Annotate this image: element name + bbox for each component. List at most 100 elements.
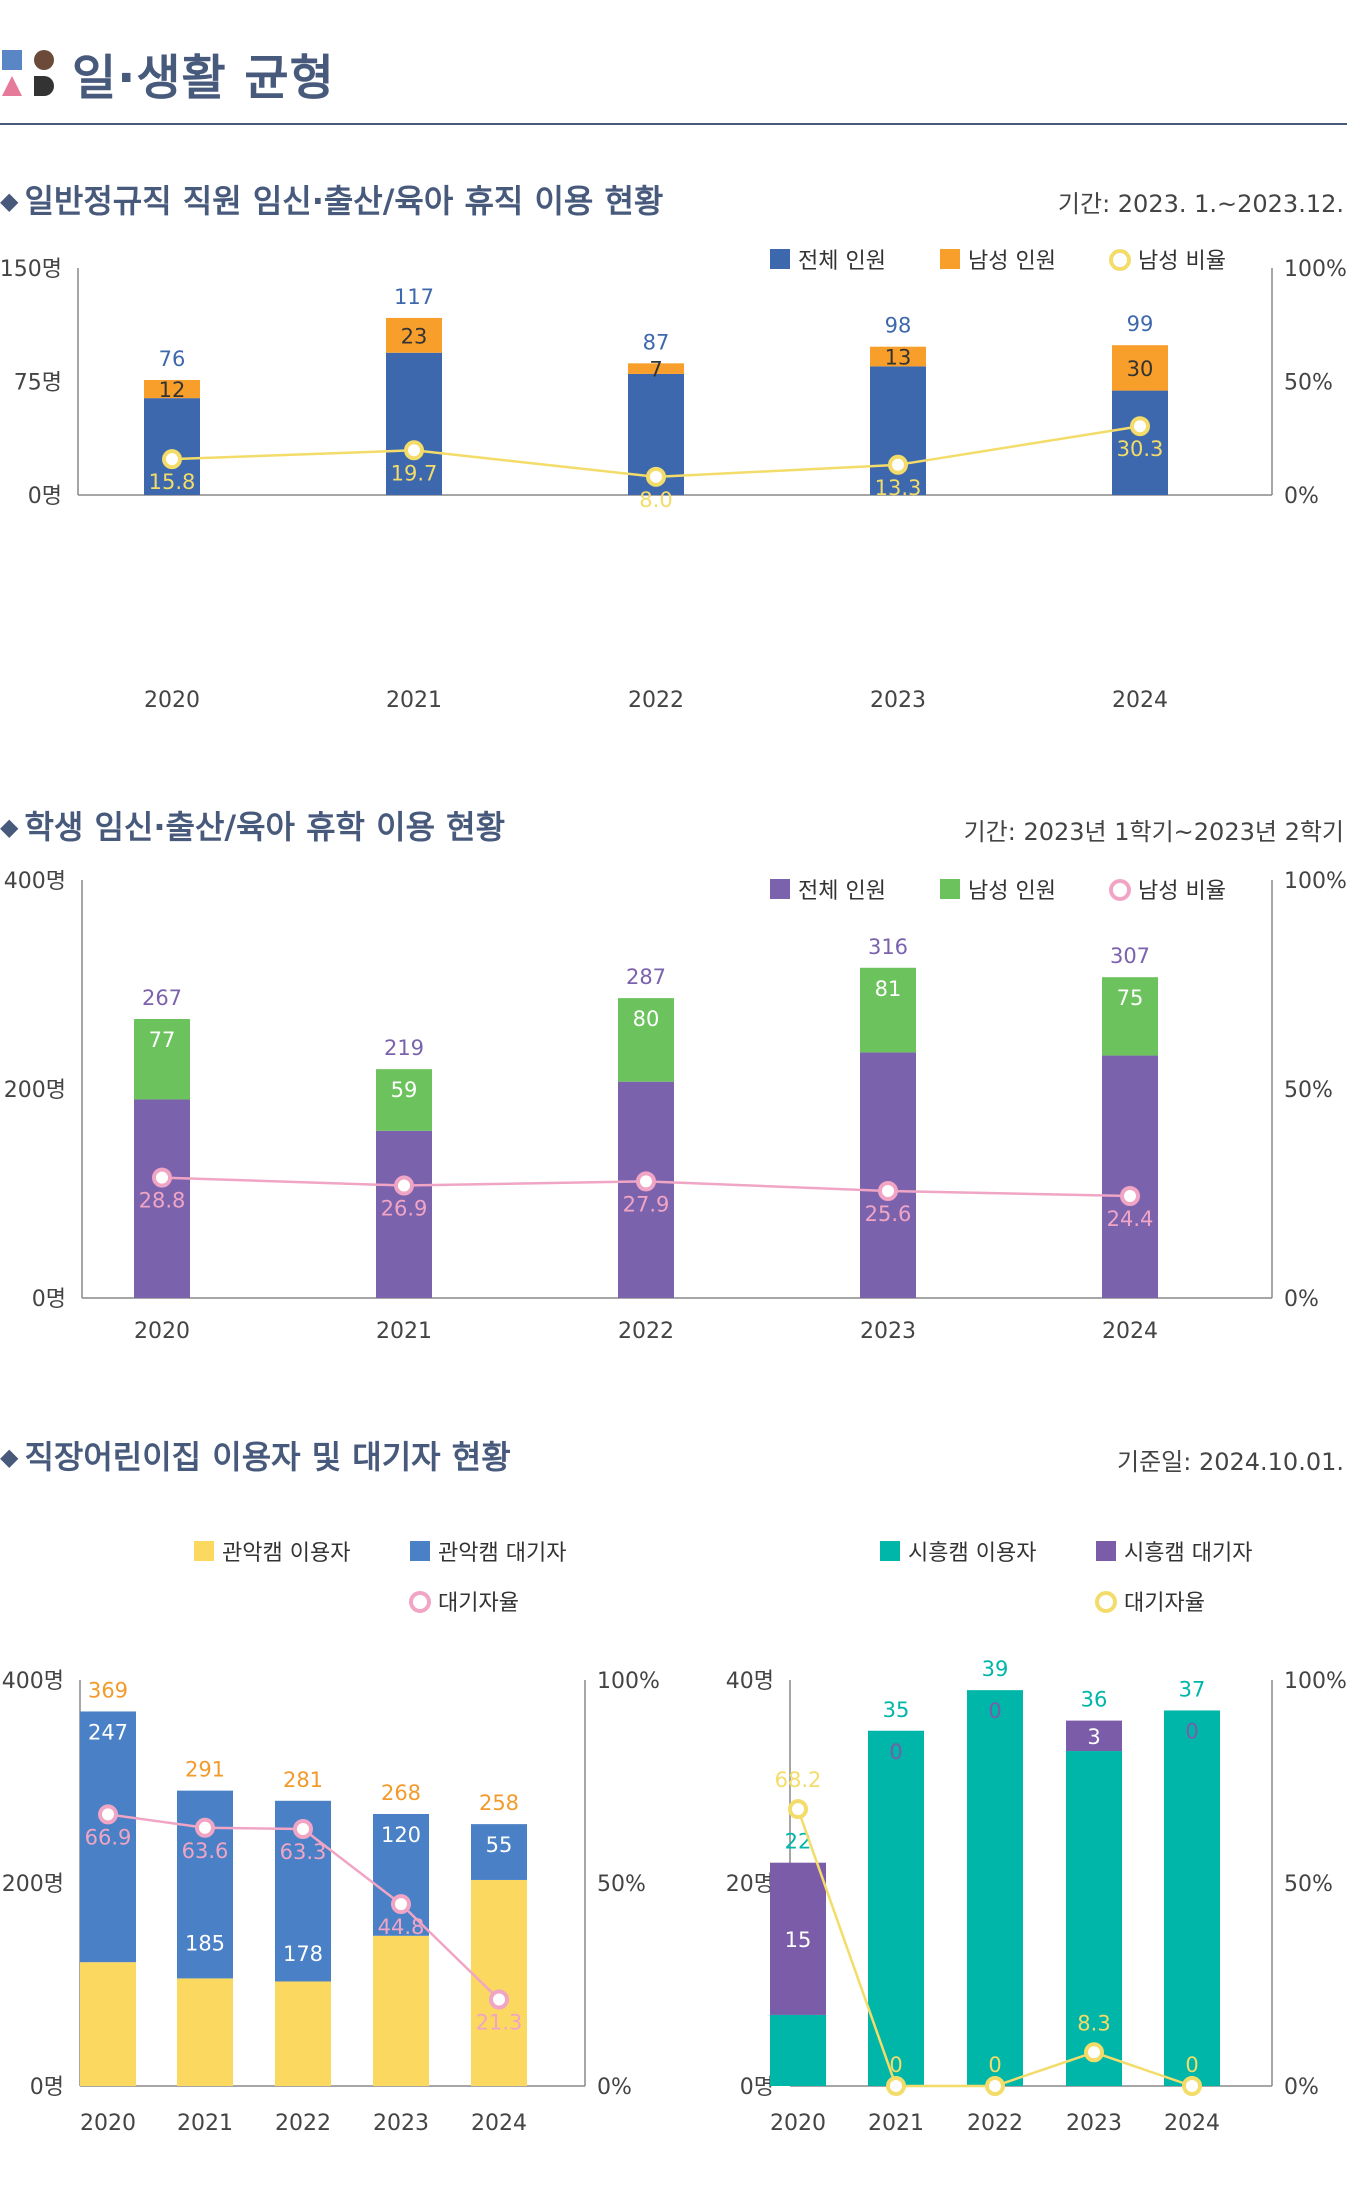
bar-male-segment — [618, 998, 674, 1082]
legend-label: 시흥캠 이용자 — [908, 1541, 1036, 1566]
ratio-point-label: 25.6 — [865, 1202, 912, 1226]
section-title-daycare: ◆ 직장어린이집 이용자 및 대기자 현황 — [0, 1432, 511, 1478]
y-tick-label-right: 0% — [1284, 2075, 1319, 2100]
bar-total-segment — [860, 1052, 916, 1298]
bar-total-label: 98 — [885, 314, 912, 338]
bar-total-label: 87 — [643, 330, 670, 354]
bar-male-label: 13 — [885, 346, 912, 370]
y-tick-label-left: 0명 — [30, 2075, 64, 2100]
bar-male-label: 7 — [649, 358, 662, 382]
bar-user-segment — [1066, 1751, 1122, 2086]
bar-total-label: 281 — [283, 1768, 323, 1792]
y-tick-label-left: 200명 — [4, 1078, 66, 1103]
legend-swatch-line — [1109, 249, 1131, 271]
ratio-point — [1130, 416, 1150, 437]
chart-siheung-daycare: 0명20명40명0%50%100%22152020350202139020223… — [726, 1541, 1347, 2136]
legend-label: 남성 비율 — [1138, 879, 1226, 904]
ratio-point-label: 8.3 — [1077, 2011, 1110, 2035]
x-tick-label: 2024 — [1164, 2111, 1220, 2136]
bar-male-segment — [860, 967, 916, 1053]
legend-swatch — [940, 249, 960, 269]
bar-male-segment — [870, 346, 926, 367]
x-tick-label: 2021 — [868, 2111, 924, 2136]
ratio-point-label: 0 — [1185, 2053, 1198, 2077]
ratio-point — [404, 440, 424, 461]
chart-student-leave: 0명 200명 400명 0% 50% 100% 267 77 2020 219 59 2021 287… — [4, 870, 1347, 1344]
x-tick-label: 2020 — [80, 2111, 136, 2136]
logo-half-circle — [34, 76, 54, 96]
ratio-point-label: 28.8 — [139, 1189, 186, 1213]
page-header: 일·생활 균형 — [0, 0, 1350, 126]
legend-swatch — [940, 879, 960, 899]
bar-waiting-label: 0 — [889, 1740, 902, 1764]
ratio-point-label: 30.3 — [1117, 437, 1164, 461]
bar-waiting-label: 3 — [1087, 1725, 1100, 1749]
ratio-point-label: 0 — [889, 2053, 902, 2077]
y-tick-label-left: 40명 — [726, 1669, 774, 1694]
x-tick-label: 2024 — [471, 2111, 527, 2136]
bar-total-label: 287 — [626, 965, 666, 989]
bar-user-segment — [770, 2014, 826, 2086]
bar-total-label: 37 — [1179, 1677, 1206, 1701]
logo-circle — [34, 50, 54, 70]
y-tick-label-left: 20명 — [726, 1872, 774, 1897]
y-tick-label-left: 75명 — [14, 371, 62, 396]
bar-total-label: 219 — [384, 1036, 424, 1060]
ratio-point-label: 68.2 — [775, 1768, 822, 1792]
y-tick-label-right: 0% — [597, 2075, 632, 2100]
bar-male-segment — [1102, 977, 1158, 1056]
ratio-point-label: 15.8 — [149, 470, 196, 494]
bar-user-segment — [177, 1978, 233, 2086]
bar-waiting-segment — [1066, 1720, 1122, 1752]
ratio-point — [886, 2076, 906, 2096]
ratio-point-label: 66.9 — [85, 1825, 132, 1849]
bar-total-label: 291 — [185, 1758, 225, 1782]
bar-user-segment — [373, 1935, 429, 2086]
legend-swatch-line — [409, 1591, 431, 1613]
ratio-point — [98, 1804, 118, 1825]
bar-total-label: 267 — [142, 986, 182, 1010]
x-tick-label: 2020 — [144, 688, 200, 713]
y-tick-label-left: 0명 — [28, 484, 62, 509]
bar-male-segment — [134, 1018, 190, 1100]
x-tick-label: 2022 — [967, 2111, 1023, 2136]
ratio-point — [152, 1167, 172, 1188]
legend-label: 관악캠 대기자 — [438, 1541, 566, 1566]
bar-waiting-segment — [471, 1824, 527, 1880]
bar-waiting-segment — [80, 1711, 136, 1963]
section-title-text: 직장어린이집 이용자 및 대기자 현황 — [24, 1438, 511, 1476]
legend-label: 관악캠 이용자 — [222, 1541, 350, 1566]
ratio-point — [636, 1171, 656, 1192]
diamond-bullet-icon: ◆ — [0, 187, 19, 215]
y-tick-label-left: 0명 — [740, 2075, 774, 2100]
ratio-point-label: 21.3 — [476, 2011, 523, 2035]
y-tick-label-right: 50% — [597, 1872, 646, 1897]
section-title-text: 일반정규직 직원 임신·출산/육아 휴직 이용 현황 — [24, 182, 664, 220]
bar-waiting-label: 0 — [1185, 1719, 1198, 1743]
x-tick-label: 2023 — [373, 2111, 429, 2136]
section-period: 기간: 2023. 1.~2023.12. — [1057, 190, 1344, 218]
ratio-point-label: 24.4 — [1107, 1207, 1154, 1231]
x-tick-label: 2021 — [177, 2111, 233, 2136]
y-tick-label-right: 50% — [1284, 1078, 1333, 1103]
bar-male-label: 77 — [149, 1028, 176, 1052]
legend-label: 전체 인원 — [798, 249, 886, 274]
legend-label: 남성 비율 — [1138, 249, 1226, 274]
x-tick-label: 2021 — [376, 1319, 432, 1344]
ratio-point-label: 19.7 — [391, 461, 438, 485]
legend-label: 대기자율 — [438, 1591, 519, 1616]
diamond-bullet-icon: ◆ — [0, 1443, 19, 1471]
ratio-point — [646, 466, 666, 487]
bar-total-label: 99 — [1127, 312, 1154, 336]
y-tick-label-right: 0% — [1284, 484, 1319, 509]
bar-male-segment — [1112, 345, 1168, 391]
y-tick-label-left: 0명 — [32, 1287, 66, 1312]
bar-user-segment — [275, 1981, 331, 2086]
bar-waiting-label: 247 — [88, 1720, 128, 1744]
bar-user-segment — [471, 1879, 527, 2086]
x-tick-label: 2020 — [770, 2111, 826, 2136]
bar-user-segment — [967, 1690, 1023, 2086]
x-tick-label: 2024 — [1112, 688, 1168, 713]
x-tick-label: 2021 — [386, 688, 442, 713]
legend-swatch — [770, 249, 790, 269]
